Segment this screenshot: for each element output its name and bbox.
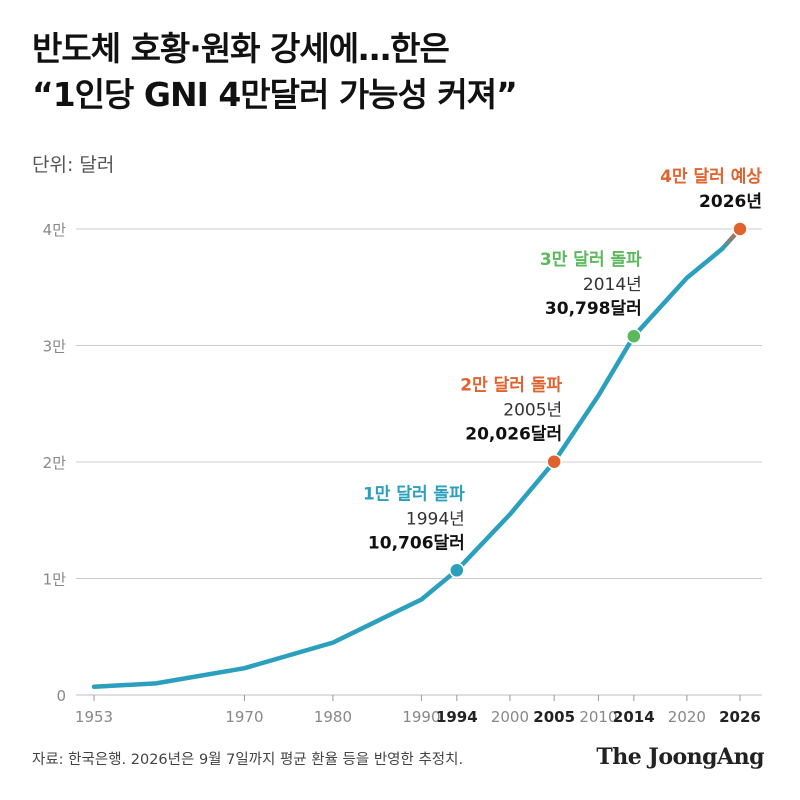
source-note: 자료: 한국은행. 2026년은 9월 7일까지 평균 환율 등을 반영한 추정…: [32, 752, 464, 768]
unit-label: 단위: 달러: [32, 154, 115, 176]
milestone-point: [546, 453, 562, 470]
x-tick-label: 1994: [436, 708, 478, 726]
milestone-value: 20,026달러: [465, 424, 562, 445]
x-tick-label: 2014: [613, 708, 655, 726]
milestone-year: 2014년: [583, 275, 642, 295]
title-line-2: “1인당 GNI 4만달러 가능성 커져”: [32, 75, 518, 114]
y-tick-label: 2만: [43, 454, 67, 472]
x-tick-label: 2020: [668, 708, 706, 726]
milestone-value: 10,706달러: [368, 532, 465, 553]
milestone-value: 2026년: [699, 192, 762, 212]
milestone-heading: 2만 달러 돌파: [460, 375, 562, 396]
milestone-year: 1994년: [406, 509, 465, 529]
milestone-point: [732, 221, 748, 237]
x-tick-label: 1990: [402, 708, 440, 726]
y-tick-label: 0: [56, 687, 66, 705]
milestone-heading: 3만 달러 돌파: [540, 249, 642, 270]
page-title: 반도체 호황·원화 강세에…한은 “1인당 GNI 4만달러 가능성 커져”: [32, 26, 518, 118]
x-tick-label: 2026: [719, 708, 761, 726]
series-line: [91, 246, 725, 690]
milestone-heading: 4만 달러 예상: [660, 166, 762, 187]
x-tick-label: 1980: [314, 708, 352, 726]
y-tick-label: 1만: [43, 571, 67, 589]
y-tick-label: 3만: [43, 338, 67, 356]
milestone-point: [626, 328, 642, 344]
x-tick-label: 1953: [75, 708, 113, 726]
x-tick-label: 2005: [533, 708, 575, 726]
brand-logo: The JoongAng: [596, 744, 764, 770]
title-line-1: 반도체 호황·원화 강세에…한은: [32, 29, 450, 68]
milestone-point: [449, 562, 465, 579]
milestone-year: 2005년: [503, 401, 562, 421]
x-tick-label: 2000: [491, 708, 529, 726]
milestone-value: 30,798달러: [545, 298, 642, 319]
x-tick-label: 2010: [579, 708, 617, 726]
x-tick-label: 1970: [225, 708, 263, 726]
y-tick-label: 4만: [43, 221, 67, 239]
milestone-heading: 1만 달러 돌파: [363, 483, 465, 504]
